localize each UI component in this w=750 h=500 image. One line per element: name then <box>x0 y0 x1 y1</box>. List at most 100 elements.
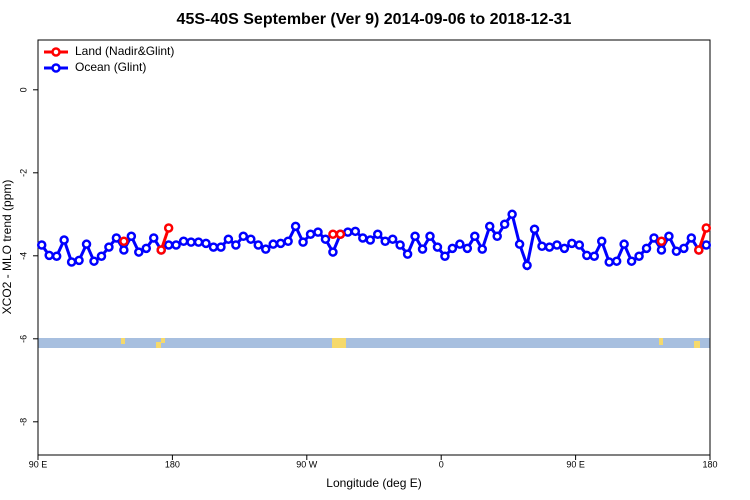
data-point <box>343 227 353 237</box>
data-point <box>611 256 622 266</box>
data-point <box>432 242 443 252</box>
data-point <box>507 209 517 220</box>
land-patch <box>156 342 161 348</box>
data-point <box>380 236 390 247</box>
x-tick-label: 0 <box>439 459 444 469</box>
data-point <box>686 233 697 243</box>
y-tick-label: 0 <box>18 87 28 92</box>
data-point <box>231 240 241 250</box>
data-point <box>440 251 450 261</box>
data-point <box>559 243 570 254</box>
data-point <box>163 223 174 233</box>
y-tick-label: -8 <box>18 418 28 426</box>
data-point <box>66 257 77 267</box>
data-point <box>275 238 286 249</box>
data-point <box>178 236 189 247</box>
data-point <box>470 231 480 242</box>
data-point <box>701 223 712 233</box>
data-point <box>313 227 323 237</box>
data-point <box>89 256 99 266</box>
land-patch <box>121 338 125 344</box>
legend-marker <box>51 63 61 73</box>
y-tick-label: -2 <box>18 169 28 177</box>
data-point <box>268 239 278 249</box>
data-point <box>238 231 249 242</box>
data-point <box>119 236 129 247</box>
data-point <box>163 240 174 250</box>
data-point <box>260 244 271 254</box>
data-point <box>514 239 525 249</box>
data-point <box>246 234 256 244</box>
data-point <box>320 234 331 244</box>
land-patch <box>161 338 165 343</box>
land-patch <box>332 338 346 348</box>
data-point <box>335 229 346 239</box>
data-point <box>529 224 540 234</box>
data-point <box>96 251 107 261</box>
x-tick-label: 90 W <box>296 459 318 469</box>
data-point <box>216 242 226 252</box>
data-point <box>484 221 495 232</box>
legend-marker <box>51 47 61 57</box>
x-tick-label: 180 <box>702 459 717 469</box>
data-point <box>544 242 555 252</box>
data-point <box>328 247 338 257</box>
data-point <box>328 229 338 239</box>
data-point <box>447 243 458 254</box>
data-point <box>171 240 181 250</box>
data-point <box>679 243 689 254</box>
data-point <box>522 260 532 271</box>
data-point <box>365 235 376 245</box>
chart-title: 45S-40S September (Ver 9) 2014-09-06 to … <box>177 11 572 28</box>
data-point <box>455 239 465 249</box>
data-point <box>81 239 92 249</box>
data-point <box>499 219 510 230</box>
data-point <box>574 240 585 250</box>
data-point <box>51 251 62 261</box>
data-point <box>372 229 383 239</box>
data-point <box>290 221 301 232</box>
data-point <box>701 240 712 250</box>
data-point <box>694 245 704 255</box>
x-tick-label: 90 E <box>566 459 585 469</box>
data-point <box>134 247 144 257</box>
data-point <box>298 237 308 247</box>
data-point <box>36 240 47 250</box>
data-point <box>395 240 405 250</box>
data-point <box>649 233 659 243</box>
data-point <box>410 231 420 242</box>
ocean-strip <box>38 338 710 348</box>
data-point <box>119 245 129 255</box>
data-point <box>350 226 361 237</box>
data-point <box>208 242 219 252</box>
data-point <box>402 249 413 259</box>
legend-label: Land (Nadir&Glint) <box>75 44 174 58</box>
data-point <box>104 242 114 252</box>
data-point <box>305 229 316 239</box>
x-tick-label: 180 <box>165 459 180 469</box>
data-point <box>425 231 435 242</box>
data-point <box>417 244 428 254</box>
land-patch <box>659 338 663 345</box>
data-point <box>552 240 562 250</box>
data-point <box>148 233 159 243</box>
y-tick-label: -6 <box>18 335 28 343</box>
data-point <box>74 255 84 266</box>
x-axis-label: Longitude (deg E) <box>326 476 421 490</box>
data-point <box>59 235 69 245</box>
data-point <box>656 236 667 247</box>
data-point <box>626 256 637 266</box>
data-point <box>253 240 264 250</box>
x-tick-label: 90 E <box>29 459 48 469</box>
data-point <box>111 233 122 243</box>
data-point <box>358 233 368 243</box>
data-point <box>634 251 644 261</box>
land-patch <box>694 341 700 348</box>
legend-label: Ocean (Glint) <box>75 60 146 74</box>
data-point <box>589 251 600 261</box>
data-point <box>567 238 577 249</box>
data-point <box>656 245 667 255</box>
data-point <box>387 234 398 244</box>
data-point <box>641 243 652 254</box>
